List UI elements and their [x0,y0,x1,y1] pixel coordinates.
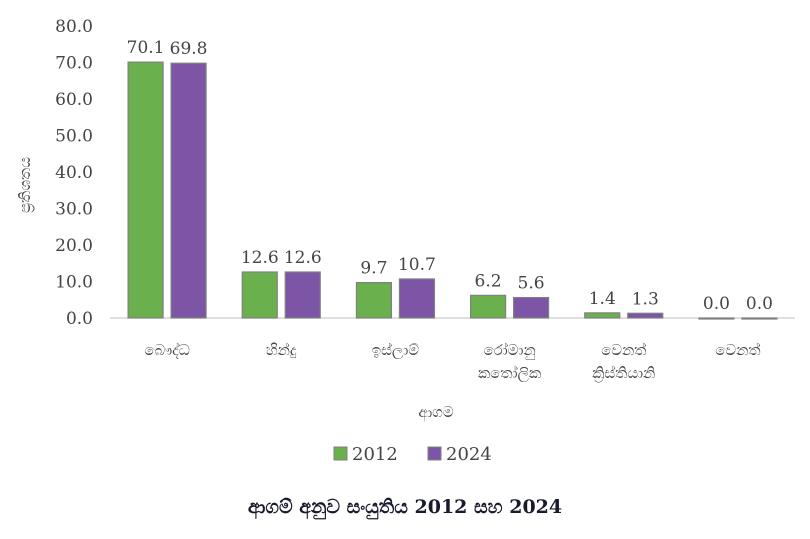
legend-label-2012: 2012 [352,444,398,465]
y-tick-label: 0.0 [66,309,93,329]
bar-2012 [469,294,507,319]
y-axis: 0.0 10.0 20.0 30.0 40.0 50.0 60.0 70.0 80.0 [55,17,93,329]
x-tick-label: ක්‍රිස්තියානි [592,364,655,383]
data-label-2012: 6.2 [475,271,502,291]
bars [127,61,778,320]
data-label-2012: 12.6 [241,248,279,268]
x-tick-label: බෞද්ධ [144,341,190,359]
legend-label-2024: 2024 [446,444,492,465]
bar-2024 [170,62,207,319]
bar-2012 [698,317,735,320]
y-tick-label: 50.0 [55,127,93,147]
x-tick-label: ඉස්ලාම් [372,341,420,359]
data-label-2024: 5.6 [518,274,545,294]
bar-chart: 0.0 10.0 20.0 30.0 40.0 50.0 60.0 70.0 80.0 70.1… [16,17,795,465]
y-tick-label: 10.0 [55,273,93,293]
x-tick-label: වෙනත් [715,341,760,359]
bar-2012 [584,312,621,319]
legend-swatch-2012 [333,446,348,461]
bar-2024 [741,317,778,320]
data-label-2024: 12.6 [284,248,322,268]
x-tick-label: කතෝලික [478,364,541,382]
y-tick-label: 40.0 [55,163,93,183]
y-tick-label: 30.0 [55,200,93,220]
x-tick-label: රෝමානු [484,341,536,360]
y-tick-label: 20.0 [55,236,93,256]
bar-2024 [512,296,550,319]
y-tick-label: 70.0 [55,54,93,74]
legend-swatch-2024 [427,446,442,461]
bar-2024 [284,271,321,319]
data-label-2024: 1.3 [632,289,659,309]
y-axis-title: ප්‍රතිශතය [16,157,35,213]
data-label-2024: 69.8 [170,39,208,59]
legend: 2012 2024 [333,444,492,465]
data-label-2012: 9.7 [360,259,387,279]
x-axis-title: ආගම [418,403,454,422]
bar-2012 [241,271,278,319]
data-label-2024: 0.0 [746,294,773,314]
bar-2024 [627,312,664,319]
x-tick-label: වෙනත් [601,341,646,359]
data-label-2012: 0.0 [703,294,730,314]
y-tick-label: 80.0 [55,17,93,37]
data-label-2012: 1.4 [589,289,616,309]
chart-title: ආගම් අනුව සංයුතිය 2012 සහ 2024 [247,496,563,518]
data-labels: 70.1 12.6 9.7 6.2 1.4 0.0 69.8 12.6 10.7 5.6 1.3 0.… [127,38,773,314]
x-tick-label: හින්දු [266,341,297,359]
bar-2012 [127,61,164,319]
x-tick-labels: බෞද්ධ හින්දු ඉස්ලාම් රෝමානු කතෝලික වෙනත් ක්‍රි… [144,341,760,383]
bar-2012 [355,281,393,319]
data-label-2012: 70.1 [127,38,165,58]
data-label-2024: 10.7 [398,255,436,275]
y-tick-label: 60.0 [55,90,93,110]
bar-2024 [398,278,436,319]
